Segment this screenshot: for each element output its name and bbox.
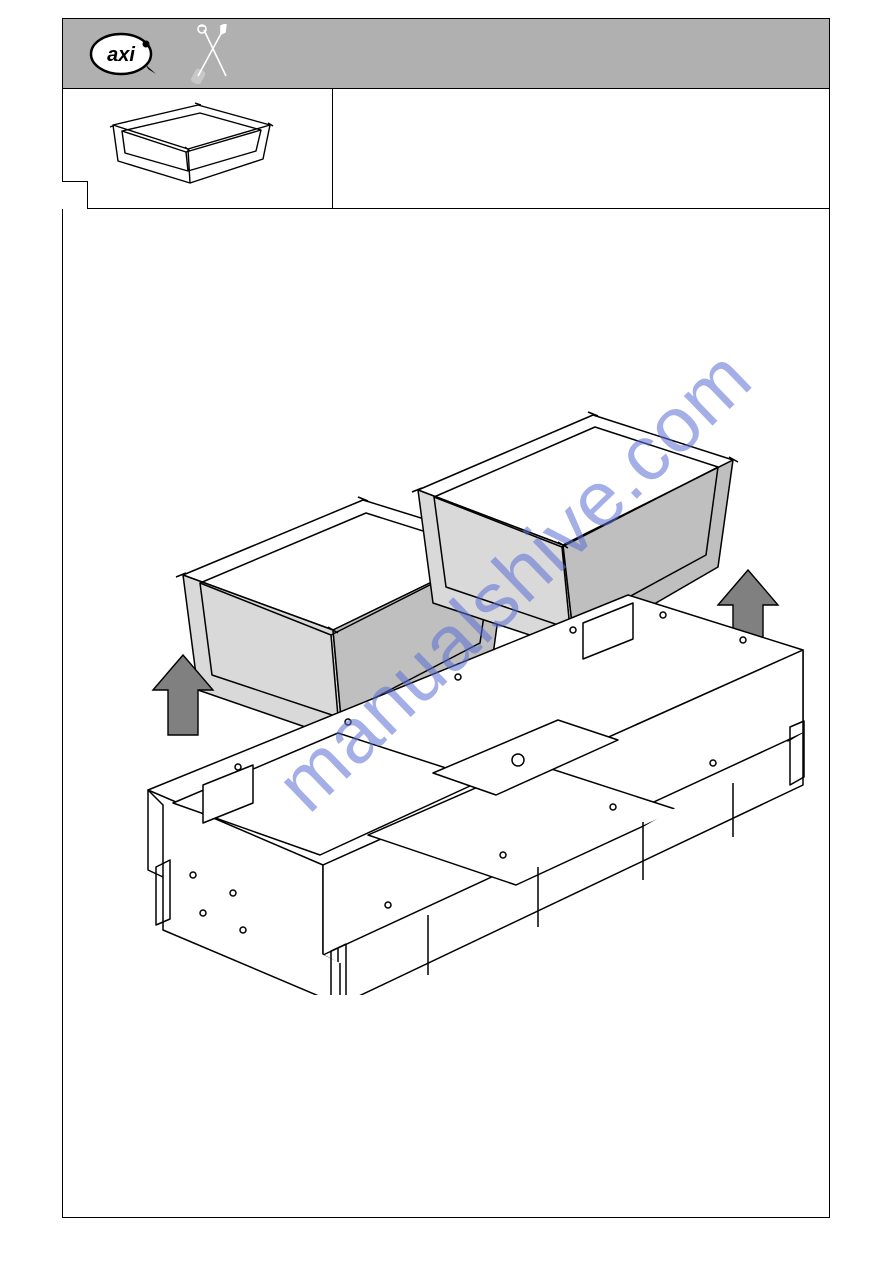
brand-logo: axi	[88, 27, 168, 77]
part-tub-icon	[98, 97, 278, 187]
assembly-diagram-panel: manualshive.com	[63, 215, 829, 1217]
part-count-box	[62, 181, 88, 209]
exploded-view-svg	[88, 315, 808, 995]
assembly-diagram	[88, 315, 808, 995]
parts-panel	[63, 89, 333, 208]
page-border: axi	[62, 18, 830, 1218]
axi-logo-icon: axi	[88, 27, 168, 77]
svg-text:axi: axi	[107, 44, 135, 66]
screwdriver-wrench-icon	[188, 24, 238, 84]
header-bar: axi	[63, 19, 829, 89]
tools-icon	[188, 24, 238, 84]
parts-row	[63, 89, 829, 209]
